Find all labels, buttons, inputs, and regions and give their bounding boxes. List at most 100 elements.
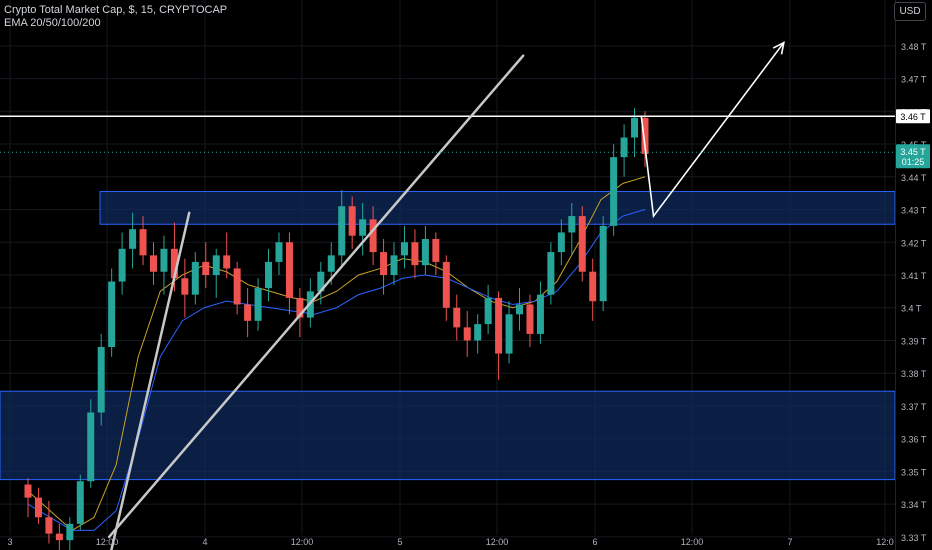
candle-body <box>254 288 262 321</box>
candle <box>557 219 565 266</box>
candle <box>495 291 503 380</box>
x-tick-label: 7 <box>787 537 792 547</box>
candle-body <box>547 252 555 295</box>
candle-body <box>118 248 126 282</box>
candle <box>442 255 450 321</box>
indicator-legend[interactable]: EMA 20/50/100/200 <box>4 17 101 29</box>
candle-body <box>526 304 534 334</box>
y-tick-label: 3.47 T <box>901 75 927 85</box>
candle <box>641 111 649 167</box>
candle <box>181 258 189 318</box>
resistance-zone <box>99 191 896 225</box>
candle-body <box>24 484 32 498</box>
candle <box>254 278 262 331</box>
candle <box>526 294 534 348</box>
candle <box>359 202 367 256</box>
y-tick-label: 3.34 T <box>901 500 927 510</box>
candle-body <box>233 268 241 305</box>
candle-body <box>516 304 524 315</box>
candle <box>589 258 597 321</box>
candle-body <box>66 523 74 541</box>
candle-body <box>474 324 482 341</box>
candle <box>223 232 231 279</box>
candle <box>118 232 126 295</box>
candle-body <box>244 304 252 321</box>
candle <box>421 225 429 275</box>
candle-body <box>265 261 273 289</box>
candle-body <box>348 206 356 236</box>
candle-body <box>317 271 325 292</box>
price-tag-line-label: 3.46 T <box>900 112 926 122</box>
candle-body <box>108 281 116 348</box>
candle-body <box>432 238 440 262</box>
candle <box>24 477 32 518</box>
x-tick-label: 5 <box>397 537 402 547</box>
candle <box>599 216 607 312</box>
x-tick-label: 12:00 <box>681 537 704 547</box>
candle <box>45 500 53 544</box>
candle <box>380 238 388 295</box>
x-tick-label: 12:00 <box>291 537 314 547</box>
candle <box>453 294 461 341</box>
candle <box>191 252 199 305</box>
candle-body <box>421 238 429 266</box>
drawings <box>0 41 895 550</box>
y-tick-label: 3.38 T <box>901 369 927 379</box>
long-trendline <box>107 54 525 539</box>
candle <box>484 284 492 334</box>
zones <box>0 191 896 481</box>
candle-body <box>160 248 168 272</box>
candle <box>202 242 210 289</box>
candle <box>411 229 419 279</box>
steep-trendline <box>110 211 191 550</box>
candle-body <box>610 157 618 226</box>
candle-body <box>380 252 388 275</box>
candle <box>317 261 325 305</box>
candle <box>369 206 377 266</box>
candle-body <box>149 255 157 272</box>
y-tick-label: 3.36 T <box>901 435 927 445</box>
candle <box>149 242 157 285</box>
candle-body <box>463 327 471 341</box>
candle-body <box>212 255 220 275</box>
candle <box>390 242 398 285</box>
candle-body <box>87 412 95 482</box>
candle-body <box>631 117 639 138</box>
candle <box>620 124 628 177</box>
y-tick-label: 3.33 T <box>901 533 927 543</box>
candle-body <box>296 297 304 318</box>
candle-body <box>390 255 398 275</box>
y-tick-label: 3.4 T <box>901 304 922 314</box>
candle <box>129 212 137 269</box>
candle-body <box>359 219 367 236</box>
candle <box>505 301 513 364</box>
axis-separator <box>895 0 896 550</box>
y-tick-label: 3.48 T <box>901 42 927 52</box>
candle-body <box>181 278 189 295</box>
candle <box>55 523 63 550</box>
candle-body <box>55 533 63 541</box>
candle-body <box>442 261 450 308</box>
last-price-tag <box>896 144 930 169</box>
candle <box>244 288 252 338</box>
y-tick-label: 3.39 T <box>901 336 927 346</box>
candle-body <box>34 497 42 518</box>
candle <box>516 288 524 331</box>
time-axis: 3 12:00 4 12:00 5 12:00 6 12:00 7 12:0 <box>7 537 893 547</box>
candle <box>474 314 482 354</box>
price-tags: 3.46 T 3.45 T01:25 <box>0 109 930 169</box>
candle-body <box>202 261 210 275</box>
projection-path <box>640 42 785 219</box>
x-tick-label: 4 <box>202 537 207 547</box>
candle <box>87 399 95 488</box>
currency-button[interactable]: USD <box>894 2 926 21</box>
candle-body <box>484 297 492 325</box>
candle-body <box>599 225 607 302</box>
candle <box>432 232 440 275</box>
candle-body <box>139 229 147 256</box>
x-tick-label: 6 <box>592 537 597 547</box>
candle-body <box>453 307 461 328</box>
y-tick-label: 3.37 T <box>901 402 927 412</box>
candle-body <box>223 255 231 269</box>
